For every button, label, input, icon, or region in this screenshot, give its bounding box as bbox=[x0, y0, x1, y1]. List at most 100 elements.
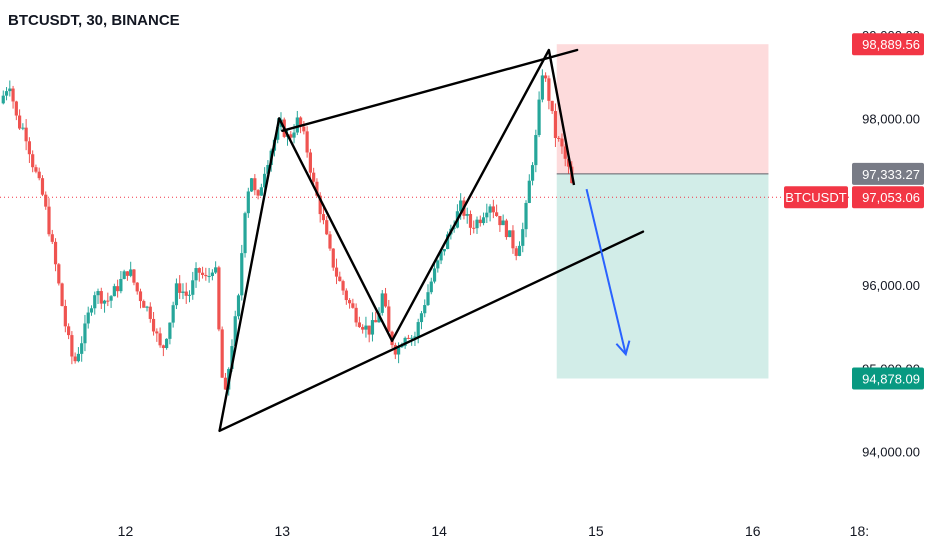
candle-body bbox=[387, 306, 391, 332]
candle-body bbox=[253, 178, 257, 191]
candle-body bbox=[544, 75, 548, 79]
candle-body bbox=[266, 165, 270, 174]
candle-body bbox=[187, 294, 192, 296]
price-axis[interactable]: 94,000.0095,000.0096,000.0098,000.0099,0… bbox=[862, 28, 920, 460]
candle-body bbox=[73, 356, 77, 362]
candle-body bbox=[223, 377, 228, 390]
candle-body bbox=[439, 251, 443, 261]
candle-body bbox=[331, 248, 335, 268]
candle-body bbox=[83, 323, 87, 344]
candle-body bbox=[397, 347, 401, 355]
stop-price-tag bbox=[852, 33, 924, 56]
wedge-upper-trendline[interactable] bbox=[281, 48, 579, 133]
candle-body bbox=[194, 268, 198, 281]
candle-body bbox=[354, 307, 358, 323]
candle-body bbox=[560, 138, 564, 147]
candle-body bbox=[106, 300, 110, 302]
candle-body bbox=[47, 206, 51, 235]
candle-body bbox=[295, 117, 299, 133]
trade-zones bbox=[556, 44, 769, 379]
candle-body bbox=[495, 212, 499, 217]
candle-body bbox=[256, 190, 260, 196]
candle-body bbox=[475, 219, 479, 229]
candle-body bbox=[488, 206, 492, 213]
candle-body bbox=[210, 272, 214, 277]
candle-body bbox=[406, 337, 411, 339]
candle-body bbox=[129, 269, 133, 276]
zigzag-pattern[interactable] bbox=[218, 48, 576, 432]
candle-body bbox=[393, 345, 397, 355]
candle-body bbox=[566, 158, 571, 167]
symbol-price-tag bbox=[784, 186, 848, 209]
candle-body bbox=[240, 253, 244, 296]
candle-body bbox=[289, 134, 293, 138]
candle-body bbox=[383, 293, 388, 307]
candle-body bbox=[465, 214, 469, 216]
candle-body bbox=[298, 117, 303, 127]
candle-body bbox=[400, 345, 404, 348]
candle-body bbox=[514, 248, 518, 256]
candle-body bbox=[370, 320, 375, 335]
candle-body bbox=[70, 335, 74, 357]
candle-body bbox=[96, 291, 100, 296]
candle-body bbox=[178, 283, 182, 293]
candle-body bbox=[174, 283, 179, 306]
candle-body bbox=[99, 291, 103, 304]
time-axis-label: 18: bbox=[850, 523, 869, 539]
candle-body bbox=[132, 269, 136, 283]
candle-body bbox=[168, 322, 172, 339]
candle-body bbox=[364, 325, 368, 330]
candle-body bbox=[524, 202, 528, 230]
candle-body bbox=[191, 280, 195, 295]
candle-body bbox=[344, 290, 348, 301]
time-axis-label: 13 bbox=[274, 523, 290, 539]
candle-body bbox=[161, 345, 165, 349]
candle-body bbox=[481, 217, 486, 224]
candle-body bbox=[292, 132, 296, 138]
wedge-lower-trendline[interactable] bbox=[218, 230, 645, 433]
candle-body bbox=[403, 337, 407, 346]
candle-body bbox=[351, 303, 355, 308]
candle-body bbox=[321, 214, 326, 221]
symbol-price-tag-label: BTCUSDT bbox=[785, 190, 846, 205]
candle-body bbox=[263, 173, 267, 188]
candle-body bbox=[530, 165, 535, 181]
candle-body bbox=[413, 336, 417, 338]
candle-body bbox=[31, 154, 35, 168]
candle-body bbox=[27, 141, 32, 155]
candle-body bbox=[361, 327, 365, 330]
current-price-tag-label: 97,053.06 bbox=[862, 190, 920, 205]
take-profit-zone[interactable] bbox=[556, 173, 769, 379]
price-axis-label: 94,000.00 bbox=[862, 445, 920, 460]
candle-body bbox=[236, 295, 241, 317]
drawings[interactable] bbox=[218, 48, 645, 433]
candle-body bbox=[24, 127, 28, 142]
candle-body bbox=[501, 220, 505, 226]
candle-body bbox=[341, 281, 345, 291]
candle-body bbox=[446, 234, 450, 249]
candle-body bbox=[142, 301, 146, 308]
stop-loss-zone[interactable] bbox=[556, 44, 769, 174]
candle-body bbox=[197, 268, 201, 273]
candle-body bbox=[34, 167, 38, 172]
candle-body bbox=[125, 271, 130, 276]
candle-body bbox=[230, 346, 234, 369]
candle-body bbox=[517, 245, 522, 256]
candle-body bbox=[116, 286, 120, 292]
candle-body bbox=[204, 274, 208, 277]
entry-price-tag-label: 97,333.27 bbox=[862, 167, 920, 182]
candle-body bbox=[367, 325, 371, 335]
time-axis-label: 16 bbox=[745, 523, 761, 539]
candle-body bbox=[357, 322, 361, 328]
candle-body bbox=[80, 343, 84, 354]
candle-body bbox=[200, 272, 205, 275]
candle-body bbox=[312, 172, 316, 182]
time-axis[interactable]: 12 13 14 15 16 18: bbox=[118, 523, 869, 539]
arrowhead-icon bbox=[615, 340, 631, 357]
projection-arrow[interactable] bbox=[585, 188, 627, 355]
candle-body bbox=[57, 264, 61, 284]
candle-body bbox=[508, 230, 512, 238]
candle-body bbox=[18, 115, 22, 129]
stop-price-tag-label: 98,889.56 bbox=[862, 37, 920, 52]
